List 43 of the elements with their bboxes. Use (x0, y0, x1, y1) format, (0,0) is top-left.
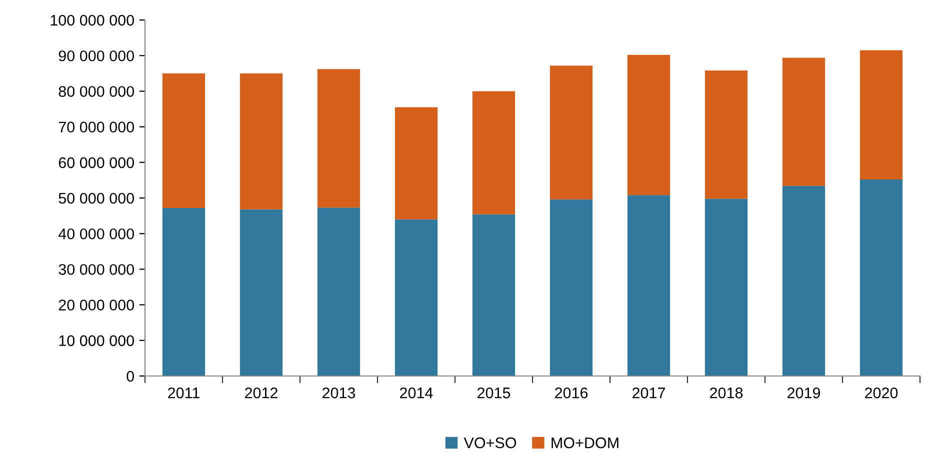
x-tick-label: 2016 (555, 388, 588, 398)
y-tick-label: 20 000 000 (58, 300, 134, 310)
y-tick-label: 90 000 000 (58, 50, 134, 62)
bar (394, 107, 438, 220)
bar (704, 70, 748, 199)
bar (317, 69, 360, 208)
legend-label: VO+SO (464, 437, 516, 448)
x-tick-label: 2014 (400, 388, 433, 398)
x-tick-label: 2011 (168, 388, 200, 398)
bar (472, 91, 516, 214)
bar (162, 208, 206, 376)
y-tick-label: 10 000 000 (59, 335, 134, 346)
bar (394, 219, 438, 376)
y-tick-label: 70 000 000 (58, 122, 134, 132)
bar (550, 199, 593, 376)
bar (860, 50, 903, 180)
x-tick-label: 2018 (710, 388, 743, 398)
bar (627, 195, 670, 376)
x-tick-label: 2017 (632, 388, 665, 398)
bar (240, 209, 283, 376)
x-tick-label: 2015 (478, 388, 510, 398)
x-tick-label: 2012 (245, 388, 278, 398)
bar (472, 214, 516, 376)
bar (782, 58, 826, 186)
y-tick-label: 30 000 000 (58, 264, 134, 275)
legend-label: MO+DOM (552, 437, 618, 448)
bar (860, 179, 903, 376)
y-tick-label: 40 000 000 (58, 228, 134, 240)
bar (704, 198, 748, 376)
bar (162, 73, 206, 208)
bar (782, 186, 826, 376)
bar (240, 73, 283, 210)
x-tick-label: 2019 (788, 388, 820, 398)
x-tick-label: 2013 (322, 388, 356, 398)
y-tick-label: 0 (126, 370, 134, 382)
x-tick-label: 2020 (865, 388, 898, 398)
y-tick-label: 60 000 000 (58, 157, 134, 168)
y-tick-label: 100 000 000 (50, 14, 134, 26)
bar (550, 66, 593, 200)
y-tick-label: 80 000 000 (58, 86, 134, 97)
bar (627, 54, 670, 196)
y-tick-label: 50 000 000 (58, 192, 134, 204)
bar (317, 208, 360, 376)
